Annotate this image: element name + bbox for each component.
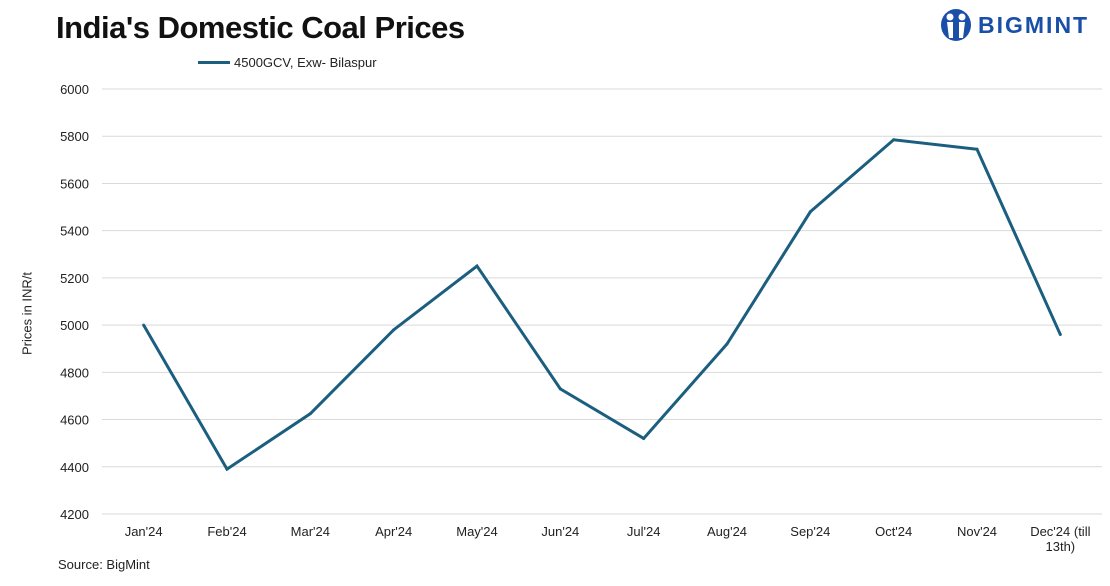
y-tick-label: 4800	[60, 365, 89, 380]
data-point	[975, 147, 979, 151]
data-point	[308, 412, 312, 416]
y-tick-label: 5800	[60, 129, 89, 144]
data-point	[558, 387, 562, 391]
x-tick-label: Apr'24	[375, 524, 412, 539]
source-note: Source: BigMint	[58, 557, 150, 572]
bigmint-logo-icon	[941, 9, 971, 41]
y-tick-label: 5600	[60, 176, 89, 191]
x-tick-label: Dec'24 (till 13th)	[1030, 524, 1090, 554]
series-line	[142, 138, 1062, 472]
legend-label: 4500GCV, Exw- Bilaspur	[234, 55, 377, 70]
x-tick-label: Aug'24	[707, 524, 747, 539]
x-tick-label: Mar'24	[291, 524, 330, 539]
y-tick-label: 4200	[60, 507, 89, 522]
y-tick-label: 4600	[60, 413, 89, 428]
x-tick-label: May'24	[456, 524, 498, 539]
y-tick-label: 4400	[60, 460, 89, 475]
x-tick-label: Oct'24	[875, 524, 912, 539]
data-point	[892, 138, 896, 142]
data-point	[225, 467, 229, 471]
logo-text: BIGMINT	[978, 11, 1090, 38]
y-tick-label: 6000	[60, 82, 89, 97]
data-point	[725, 342, 729, 346]
x-tick-label: Jan'24	[125, 524, 163, 539]
y-tick-label: 5000	[60, 318, 89, 333]
bigmint-logo: BIGMINT	[940, 8, 1089, 42]
data-point	[142, 323, 146, 327]
data-point	[642, 436, 646, 440]
x-tick-label: Jul'24	[627, 524, 661, 539]
data-point	[1058, 333, 1062, 337]
data-point	[808, 210, 812, 214]
legend: 4500GCV, Exw- Bilaspur	[198, 55, 377, 70]
x-tick-label: Nov'24	[957, 524, 997, 539]
x-tick-label: Jun'24	[541, 524, 579, 539]
data-point	[475, 264, 479, 268]
legend-swatch	[198, 61, 230, 64]
x-tick-label: Sep'24	[790, 524, 830, 539]
y-tick-label: 5200	[60, 271, 89, 286]
data-point	[392, 328, 396, 332]
chart-title: India's Domestic Coal Prices	[56, 10, 465, 45]
x-tick-label: Feb'24	[207, 524, 246, 539]
y-tick-label: 5400	[60, 224, 89, 239]
